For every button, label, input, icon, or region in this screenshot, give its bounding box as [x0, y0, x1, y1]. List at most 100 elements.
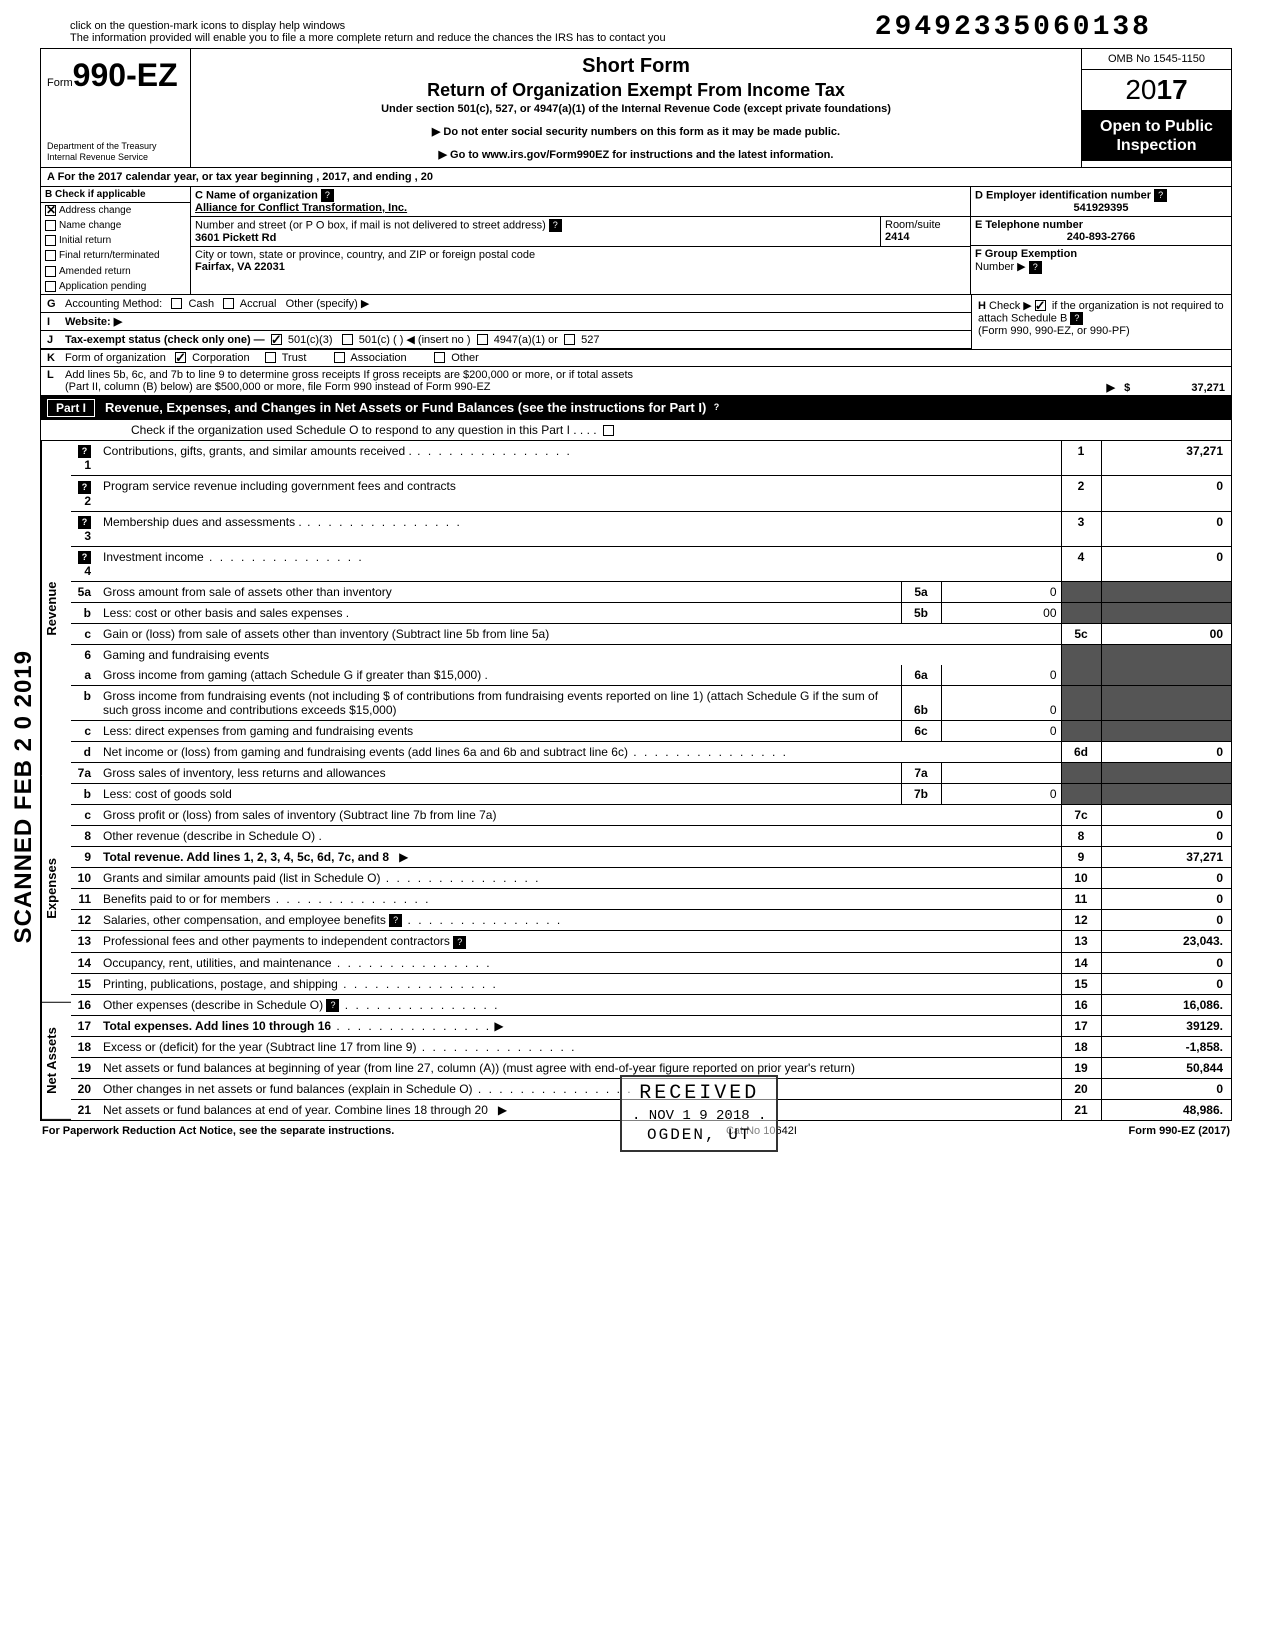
label-corporation: Corporation: [192, 352, 249, 364]
footer-form-ref: Form 990-EZ (2017): [1129, 1125, 1230, 1137]
label-accrual: Accrual: [240, 298, 277, 310]
help-icon[interactable]: ?: [326, 999, 339, 1012]
dept-treasury: Department of the Treasury: [47, 141, 157, 152]
help-icon[interactable]: ?: [78, 551, 91, 564]
group-exemption-label: F Group Exemption: [975, 248, 1077, 260]
help-icon[interactable]: ?: [453, 936, 466, 949]
ein-value: 541929395: [975, 202, 1227, 214]
checkbox-initial-return[interactable]: [45, 235, 56, 246]
part-1-sub: Check if the organization used Schedule …: [41, 420, 1231, 441]
section-b-header: B Check if applicable: [41, 187, 190, 203]
year-prefix: 20: [1125, 74, 1156, 105]
tax-year: 2017: [1082, 70, 1231, 111]
side-label-expenses: Expenses: [41, 776, 71, 1003]
line-6c: cLess: direct expenses from gaming and f…: [71, 721, 1231, 742]
help-icon[interactable]: ?: [78, 481, 91, 494]
received-location: OGDEN, UT: [632, 1125, 766, 1146]
line-4: ? 4Investment income40: [71, 546, 1231, 581]
org-name: Alliance for Conflict Transformation, In…: [195, 202, 407, 214]
checkbox-corporation[interactable]: [175, 352, 186, 363]
form-header: Form990-EZ Department of the Treasury In…: [41, 49, 1231, 168]
line-12: 12Salaries, other compensation, and empl…: [71, 910, 1231, 931]
line-j: JTax-exempt status (check only one) — 50…: [41, 331, 971, 349]
part-1-title: Revenue, Expenses, and Changes in Net As…: [105, 400, 706, 415]
help-icon[interactable]: ?: [549, 219, 562, 232]
title-short-form: Short Form: [197, 55, 1075, 78]
checkbox-4947[interactable]: [477, 334, 488, 345]
line-16: 16Other expenses (describe in Schedule O…: [71, 994, 1231, 1015]
line-3: ? 3Membership dues and assessments .30: [71, 511, 1231, 546]
help-icon[interactable]: ?: [1154, 189, 1167, 202]
checkbox-address-change[interactable]: [45, 205, 56, 216]
label-address-change: Address change: [59, 205, 131, 216]
ssn-warning: ▶ Do not enter social security numbers o…: [197, 125, 1075, 138]
line-14: 14Occupancy, rent, utilities, and mainte…: [71, 952, 1231, 973]
title-return: Return of Organization Exempt From Incom…: [197, 80, 1075, 101]
checkbox-association[interactable]: [334, 352, 345, 363]
checkbox-schedule-o[interactable]: [603, 425, 614, 436]
checkbox-amended[interactable]: [45, 266, 56, 277]
checkbox-cash[interactable]: [171, 298, 182, 309]
street-address: 3601 Pickett Rd: [195, 232, 276, 244]
label-association: Association: [350, 352, 406, 364]
line-5b: bLess: cost or other basis and sales exp…: [71, 603, 1231, 624]
side-label-net-assets: Net Assets: [41, 1002, 71, 1120]
line-i: IWebsite: ▶: [41, 313, 971, 331]
line-6: 6Gaming and fundraising events: [71, 645, 1231, 666]
help-icon[interactable]: ?: [78, 445, 91, 458]
line-2: ? 2Program service revenue including gov…: [71, 476, 1231, 511]
part-1-header: Part I Revenue, Expenses, and Changes in…: [41, 396, 1231, 420]
help-icon[interactable]: ?: [321, 189, 334, 202]
line-7b: bLess: cost of goods sold7b0: [71, 784, 1231, 805]
help-icon[interactable]: ?: [1029, 261, 1042, 274]
checkbox-app-pending[interactable]: [45, 281, 56, 292]
label-527: 527: [581, 334, 599, 346]
document-number: 29492335060138: [875, 12, 1152, 43]
line-a: A For the 2017 calendar year, or tax yea…: [41, 168, 1231, 187]
label-initial-return: Initial return: [59, 235, 111, 246]
help-icon[interactable]: ?: [389, 914, 402, 927]
instructions-link: ▶ Go to www.irs.gov/Form990EZ for instru…: [197, 148, 1075, 161]
line-l-value: 37,271: [1191, 382, 1225, 394]
group-exemption-number: Number ▶: [975, 261, 1026, 273]
form-word: Form: [47, 77, 73, 89]
tel-value: 240-893-2766: [975, 231, 1227, 243]
line-15: 15Printing, publications, postage, and s…: [71, 973, 1231, 994]
line-7c: cGross profit or (loss) from sales of in…: [71, 805, 1231, 826]
help-icon[interactable]: ?: [1070, 312, 1083, 325]
checkbox-accrual[interactable]: [223, 298, 234, 309]
form-number: Form990-EZ: [47, 59, 184, 91]
help-icon[interactable]: ?: [78, 516, 91, 529]
received-date: . NOV 1 9 2018 .: [632, 1107, 766, 1125]
label-amended: Amended return: [59, 266, 131, 277]
help-icon[interactable]: ?: [710, 401, 723, 414]
org-name-label: C Name of organization: [195, 189, 318, 201]
checkbox-527[interactable]: [564, 334, 575, 345]
form-990ez-container: Form990-EZ Department of the Treasury In…: [40, 48, 1232, 1121]
checkbox-final-return[interactable]: [45, 250, 56, 261]
line-11: 11Benefits paid to or for members110: [71, 889, 1231, 910]
checkbox-501c[interactable]: [342, 334, 353, 345]
line-h: H Check ▶ if the organization is not req…: [971, 295, 1231, 349]
label-cash: Cash: [188, 298, 214, 310]
addr-label: Number and street (or P O box, if mail i…: [195, 219, 546, 231]
room-label: Room/suite: [885, 219, 941, 231]
open-line1: Open to Public: [1084, 117, 1229, 136]
received-text: RECEIVED: [632, 1081, 766, 1107]
part-1-label: Part I: [47, 399, 95, 417]
checkbox-schedule-b[interactable]: [1035, 300, 1046, 311]
line-l: LAdd lines 5b, 6c, and 7b to line 9 to d…: [41, 367, 1231, 396]
checkbox-name-change[interactable]: [45, 220, 56, 231]
checkbox-trust[interactable]: [265, 352, 276, 363]
open-to-public: Open to Public Inspection: [1082, 111, 1231, 161]
checkbox-other-org[interactable]: [434, 352, 445, 363]
label-501c3: 501(c)(3): [288, 334, 333, 346]
line-8: 8Other revenue (describe in Schedule O) …: [71, 826, 1231, 847]
checkbox-501c3[interactable]: [271, 334, 282, 345]
scanned-stamp: SCANNED FEB 2 0 2019: [10, 650, 38, 943]
form-990ez-text: 990-EZ: [73, 57, 178, 93]
line-6b: bGross income from fundraising events (n…: [71, 686, 1231, 721]
line-9: 9Total revenue. Add lines 1, 2, 3, 4, 5c…: [71, 847, 1231, 868]
received-stamp: RECEIVED . NOV 1 9 2018 . OGDEN, UT: [620, 1075, 778, 1152]
label-final-return: Final return/terminated: [59, 251, 160, 262]
